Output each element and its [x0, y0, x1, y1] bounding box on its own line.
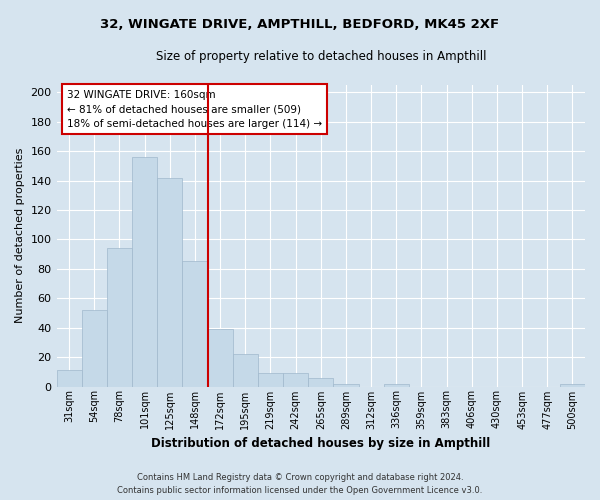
Bar: [132, 157, 157, 386]
Bar: [560, 384, 585, 386]
Text: 32, WINGATE DRIVE, AMPTHILL, BEDFORD, MK45 2XF: 32, WINGATE DRIVE, AMPTHILL, BEDFORD, MK…: [100, 18, 500, 30]
Y-axis label: Number of detached properties: Number of detached properties: [15, 148, 25, 324]
Bar: [334, 384, 359, 386]
Bar: [258, 374, 283, 386]
Bar: [82, 310, 107, 386]
Bar: [233, 354, 258, 386]
Bar: [157, 178, 182, 386]
Title: Size of property relative to detached houses in Ampthill: Size of property relative to detached ho…: [155, 50, 486, 63]
X-axis label: Distribution of detached houses by size in Ampthill: Distribution of detached houses by size …: [151, 437, 490, 450]
Bar: [56, 370, 82, 386]
Text: 32 WINGATE DRIVE: 160sqm
← 81% of detached houses are smaller (509)
18% of semi-: 32 WINGATE DRIVE: 160sqm ← 81% of detach…: [67, 90, 322, 129]
Bar: [308, 378, 334, 386]
Text: Contains HM Land Registry data © Crown copyright and database right 2024.
Contai: Contains HM Land Registry data © Crown c…: [118, 474, 482, 495]
Bar: [383, 384, 409, 386]
Bar: [107, 248, 132, 386]
Bar: [283, 374, 308, 386]
Bar: [208, 329, 233, 386]
Bar: [182, 262, 208, 386]
